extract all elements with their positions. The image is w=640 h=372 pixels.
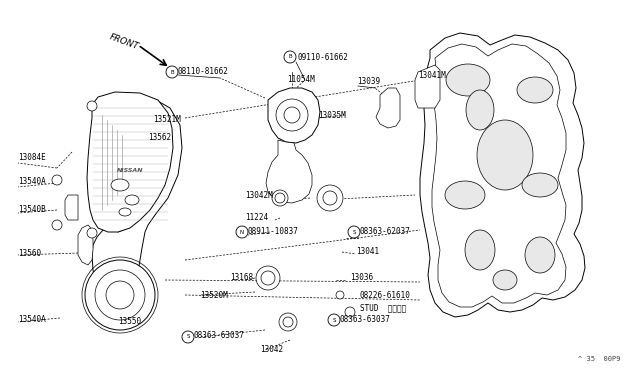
Text: B: B <box>170 70 174 74</box>
Text: 13041: 13041 <box>356 247 379 257</box>
Circle shape <box>272 190 288 206</box>
Circle shape <box>284 51 296 63</box>
Ellipse shape <box>522 173 558 197</box>
Text: FRONT: FRONT <box>108 32 140 51</box>
Text: 13540A: 13540A <box>18 315 45 324</box>
Circle shape <box>323 191 337 205</box>
Polygon shape <box>266 140 312 203</box>
Polygon shape <box>92 100 182 296</box>
Circle shape <box>283 317 293 327</box>
Circle shape <box>317 185 343 211</box>
Circle shape <box>95 270 145 320</box>
Polygon shape <box>78 225 93 265</box>
Circle shape <box>52 220 62 230</box>
Text: ^ 35  00P9: ^ 35 00P9 <box>577 356 620 362</box>
Text: N: N <box>240 230 244 234</box>
Text: 13042M: 13042M <box>245 192 273 201</box>
Text: S: S <box>332 317 336 323</box>
Text: 09110-61662: 09110-61662 <box>298 54 349 62</box>
Ellipse shape <box>446 64 490 96</box>
Text: 08110-81662: 08110-81662 <box>178 67 229 77</box>
Circle shape <box>87 228 97 238</box>
Text: 13540B: 13540B <box>18 205 45 215</box>
Circle shape <box>336 291 344 299</box>
Text: 13520M: 13520M <box>200 291 228 299</box>
Circle shape <box>166 66 178 78</box>
Text: 11224: 11224 <box>245 214 268 222</box>
Polygon shape <box>65 195 78 220</box>
Circle shape <box>276 99 308 131</box>
Circle shape <box>328 314 340 326</box>
Circle shape <box>345 307 355 317</box>
Text: NISSAN: NISSAN <box>116 167 143 173</box>
Circle shape <box>182 331 194 343</box>
Text: 13521M: 13521M <box>153 115 180 125</box>
Ellipse shape <box>445 181 485 209</box>
Text: 13039: 13039 <box>357 77 380 87</box>
Circle shape <box>348 226 360 238</box>
Text: 13036: 13036 <box>350 273 373 282</box>
Circle shape <box>106 281 134 309</box>
Polygon shape <box>415 65 440 108</box>
Text: 13041M: 13041M <box>418 71 445 80</box>
Text: 08363-63037: 08363-63037 <box>340 315 391 324</box>
Ellipse shape <box>119 208 131 216</box>
Circle shape <box>279 313 297 331</box>
Text: 13550: 13550 <box>118 317 141 327</box>
Circle shape <box>275 193 285 203</box>
Text: 11054M: 11054M <box>287 76 315 84</box>
Ellipse shape <box>477 120 533 190</box>
Circle shape <box>256 266 280 290</box>
Ellipse shape <box>466 90 494 130</box>
Text: 08911-10837: 08911-10837 <box>248 228 299 237</box>
Text: S: S <box>352 230 356 234</box>
Text: 13042: 13042 <box>260 346 283 355</box>
Text: 13035M: 13035M <box>318 110 346 119</box>
Text: 13562: 13562 <box>148 134 171 142</box>
Circle shape <box>284 107 300 123</box>
Circle shape <box>87 101 97 111</box>
Text: STUD  スタッド: STUD スタッド <box>360 304 406 312</box>
Circle shape <box>85 260 155 330</box>
Text: 13560: 13560 <box>18 248 41 257</box>
Ellipse shape <box>517 77 553 103</box>
Text: 08363-63037: 08363-63037 <box>193 331 244 340</box>
Polygon shape <box>420 33 585 317</box>
Ellipse shape <box>525 237 555 273</box>
Ellipse shape <box>465 230 495 270</box>
Text: B: B <box>288 55 292 60</box>
Text: 08226-61610: 08226-61610 <box>360 291 411 299</box>
Polygon shape <box>376 88 400 128</box>
Ellipse shape <box>111 179 129 191</box>
Text: S: S <box>186 334 189 340</box>
Circle shape <box>52 175 62 185</box>
Text: 13084E: 13084E <box>18 154 45 163</box>
Polygon shape <box>268 88 320 143</box>
Circle shape <box>261 271 275 285</box>
Polygon shape <box>87 92 173 232</box>
Text: 13540A: 13540A <box>18 177 45 186</box>
Circle shape <box>236 226 248 238</box>
Ellipse shape <box>493 270 517 290</box>
Text: 13168: 13168 <box>230 273 253 282</box>
Text: 08363-62037: 08363-62037 <box>360 228 411 237</box>
Ellipse shape <box>125 195 139 205</box>
